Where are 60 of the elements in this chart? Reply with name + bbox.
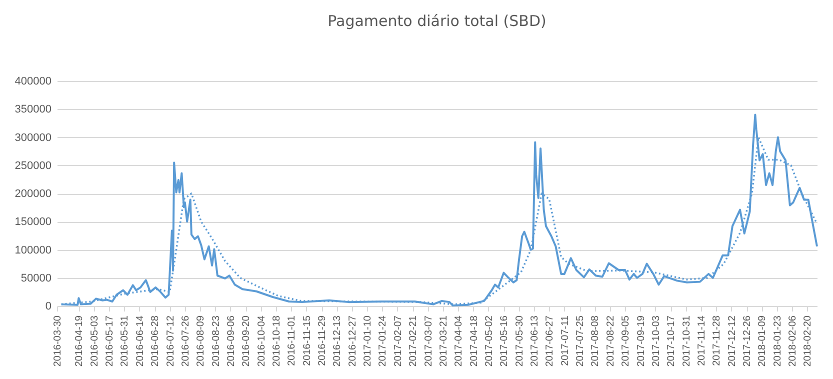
x-tick-label: 2016-12-13 <box>332 315 344 367</box>
x-tick-label: 2016-07-26 <box>180 315 192 367</box>
x-tick-label: 2017-04-04 <box>454 315 465 367</box>
x-tick-label: 2017-03-07 <box>423 315 434 367</box>
x-tick-label: 2018-02-06 <box>788 315 799 367</box>
x-tick-label: 2016-11-01 <box>286 315 298 366</box>
x-tick-label: 2017-01-10 <box>362 315 374 367</box>
x-tick-label: 2017-07-11 <box>560 315 571 366</box>
x-tick-label: 2017-06-27 <box>544 315 556 367</box>
x-tick-label: 2016-09-06 <box>226 315 237 367</box>
x-tick-label: 2017-05-02 <box>484 315 495 367</box>
x-tick-label: 2017-04-18 <box>468 315 480 367</box>
x-tick-label: 2018-01-23 <box>772 315 784 367</box>
x-tick-label: 2016-07-12 <box>165 315 176 367</box>
x-tick-label: 2017-09-05 <box>620 315 632 367</box>
x-tick-label: 2016-10-18 <box>272 315 282 367</box>
x-tick-label: 2017-12-26 <box>742 315 754 367</box>
x-tick-label: 2017-08-08 <box>590 315 602 367</box>
y-tick-label: 200000 <box>14 188 52 200</box>
x-tick-label: 2017-06-13 <box>530 315 541 367</box>
x-tick-label: 2017-08-22 <box>605 315 616 367</box>
y-tick-label: 400000 <box>14 76 52 88</box>
y-tick-label: 100000 <box>14 244 52 256</box>
x-tick-label: 2016-10-04 <box>256 315 268 367</box>
x-tick-label: 2017-07-25 <box>575 315 586 367</box>
x-tick-label: 2016-08-09 <box>196 315 207 367</box>
x-tick-label: 2018-02-20 <box>802 315 814 367</box>
x-tick-label: 2017-02-07 <box>392 315 404 367</box>
x-tick-label: 2017-11-14 <box>696 315 708 366</box>
x-tick-label: 2016-06-14 <box>134 315 146 367</box>
x-tick-label: 2016-12-27 <box>347 315 358 367</box>
y-tick-label: 300000 <box>14 132 52 144</box>
y-tick-label: 50000 <box>20 272 52 284</box>
x-tick-label: 2018-01-09 <box>757 315 768 367</box>
x-tick-label: 2017-05-16 <box>499 315 510 367</box>
x-tick-label: 2017-02-21 <box>408 315 420 367</box>
x-tick-label: 2016-03-30 <box>52 315 64 367</box>
x-tick-label: 2017-12-12 <box>726 315 738 367</box>
x-tick-label: 2016-11-29 <box>317 315 328 366</box>
x-tick-label: 2016-09-20 <box>241 315 252 367</box>
x-tick-label: 2017-11-28 <box>712 315 723 366</box>
x-tick-label: 2017-03-21 <box>438 315 450 367</box>
x-tick-label: 2016-06-28 <box>150 315 162 367</box>
x-tick-label: 2016-08-23 <box>210 315 222 367</box>
x-tick-label: 2017-10-31 <box>681 315 692 367</box>
x-tick-label: 2017-10-17 <box>666 315 678 367</box>
x-tick-label: 2016-05-03 <box>89 315 100 367</box>
x-tick-label: 2017-10-03 <box>650 315 662 367</box>
x-tick-label: 2017-01-24 <box>378 315 389 367</box>
x-tick-label: 2017-05-30 <box>514 315 526 367</box>
x-tick-label: 2016-05-17 <box>104 315 116 367</box>
y-tick-label: 350000 <box>14 104 52 116</box>
x-tick-label: 2017-09-19 <box>636 315 647 367</box>
chart-title: Pagamento diário total (SBD) <box>328 12 546 30</box>
y-tick-label: 0 <box>45 300 52 312</box>
y-tick-label: 250000 <box>14 160 52 172</box>
x-tick-label: 2016-11-15 <box>302 315 313 366</box>
x-tick-label: 2016-04-19 <box>74 315 86 367</box>
y-tick-label: 150000 <box>14 216 52 228</box>
x-tick-label: 2016-05-31 <box>120 315 131 367</box>
